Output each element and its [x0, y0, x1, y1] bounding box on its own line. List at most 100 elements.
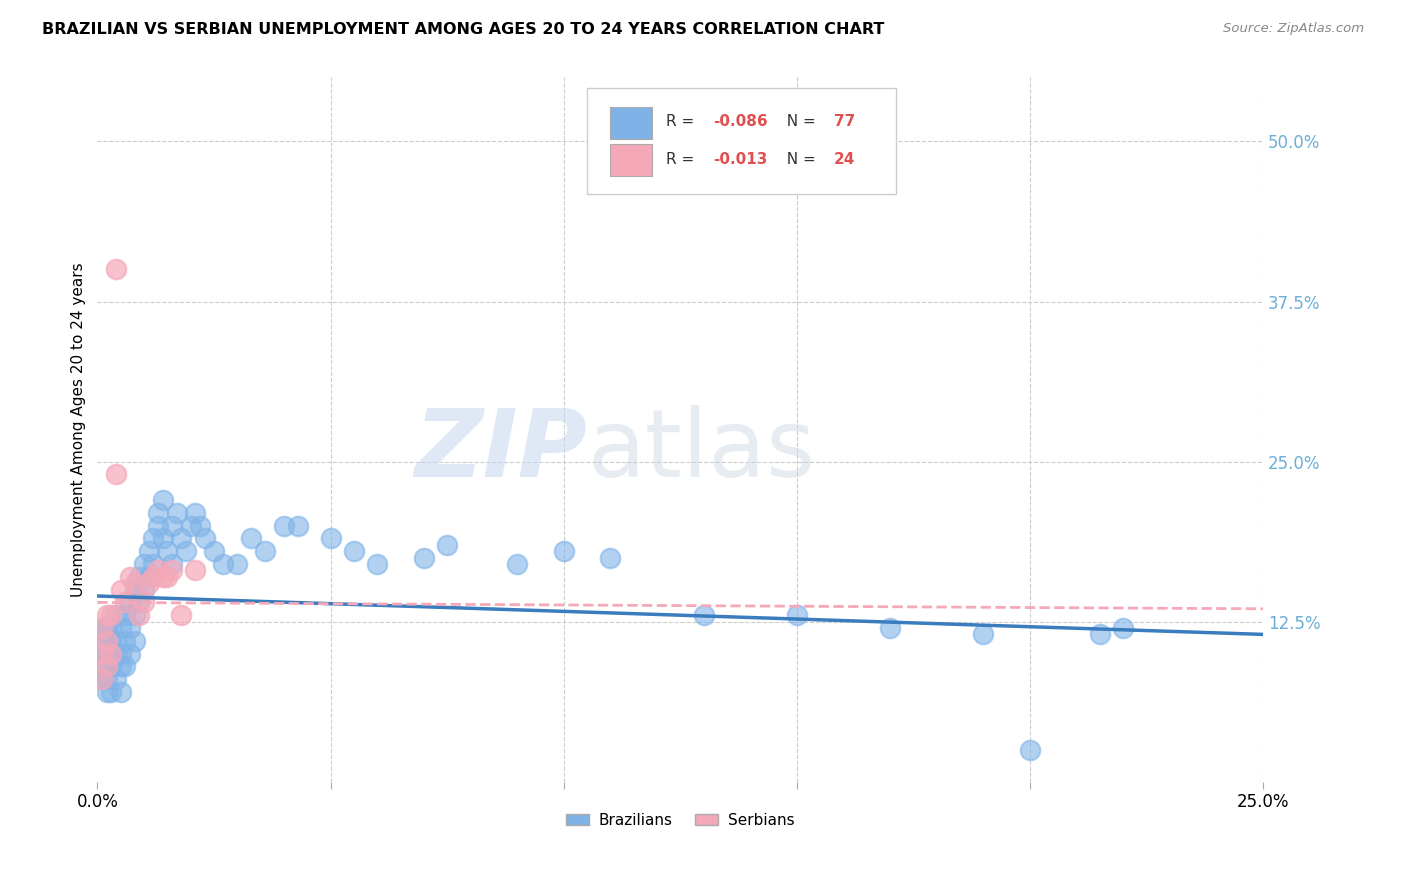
Point	[152, 493, 174, 508]
Point	[105, 467, 128, 482]
Point	[128, 570, 150, 584]
Point	[96, 621, 118, 635]
Text: atlas: atlas	[588, 405, 815, 497]
Point	[105, 608, 128, 623]
Point	[156, 570, 179, 584]
Text: Source: ZipAtlas.com: Source: ZipAtlas.com	[1223, 22, 1364, 36]
FancyBboxPatch shape	[610, 107, 652, 139]
Point	[188, 518, 211, 533]
Point	[91, 647, 114, 661]
Point	[100, 633, 122, 648]
Point	[152, 570, 174, 584]
Text: R =: R =	[666, 114, 699, 129]
Point	[412, 550, 434, 565]
Text: ZIP: ZIP	[415, 405, 588, 497]
Point	[160, 557, 183, 571]
Text: -0.013: -0.013	[713, 153, 768, 168]
Point	[138, 576, 160, 591]
Point	[152, 532, 174, 546]
Point	[366, 557, 388, 571]
Point	[91, 633, 114, 648]
Point	[174, 544, 197, 558]
Point	[1088, 627, 1111, 641]
Point	[96, 659, 118, 673]
Point	[132, 595, 155, 609]
Point	[226, 557, 249, 571]
Point	[91, 647, 114, 661]
Point	[105, 262, 128, 277]
Text: N =: N =	[778, 153, 821, 168]
Point	[91, 621, 114, 635]
Point	[100, 621, 122, 635]
Point	[1112, 621, 1135, 635]
Point	[118, 595, 141, 609]
Point	[879, 621, 901, 635]
Point	[124, 633, 146, 648]
Point	[194, 532, 217, 546]
Point	[118, 647, 141, 661]
Point	[132, 557, 155, 571]
Point	[96, 633, 118, 648]
Point	[170, 608, 193, 623]
Point	[160, 518, 183, 533]
Legend: Brazilians, Serbians: Brazilians, Serbians	[561, 806, 800, 834]
Point	[128, 608, 150, 623]
Point	[118, 621, 141, 635]
Point	[124, 576, 146, 591]
Point	[96, 608, 118, 623]
Y-axis label: Unemployment Among Ages 20 to 24 years: Unemployment Among Ages 20 to 24 years	[72, 262, 86, 597]
Point	[91, 672, 114, 686]
FancyBboxPatch shape	[588, 88, 896, 194]
Point	[146, 518, 169, 533]
FancyBboxPatch shape	[610, 145, 652, 176]
Point	[160, 563, 183, 577]
Point	[273, 518, 295, 533]
Point	[240, 532, 263, 546]
Point	[91, 659, 114, 673]
Text: 24: 24	[834, 153, 856, 168]
Point	[124, 582, 146, 597]
Point	[1019, 742, 1042, 756]
Point	[786, 608, 808, 623]
Point	[506, 557, 529, 571]
Point	[156, 544, 179, 558]
Point	[553, 544, 575, 558]
Point	[146, 506, 169, 520]
Point	[100, 685, 122, 699]
Point	[343, 544, 366, 558]
Point	[114, 659, 136, 673]
Text: 77: 77	[834, 114, 855, 129]
Point	[124, 608, 146, 623]
Point	[105, 633, 128, 648]
Point	[100, 608, 122, 623]
Point	[110, 647, 132, 661]
Point	[287, 518, 309, 533]
Point	[128, 595, 150, 609]
Point	[100, 647, 122, 661]
Point	[138, 570, 160, 584]
Point	[114, 595, 136, 609]
Point	[692, 608, 714, 623]
Point	[110, 659, 132, 673]
Point	[138, 544, 160, 558]
Point	[110, 582, 132, 597]
Point	[114, 608, 136, 623]
Point	[436, 538, 458, 552]
Point	[599, 550, 621, 565]
Point	[184, 506, 207, 520]
Point	[180, 518, 202, 533]
Point	[212, 557, 235, 571]
Point	[184, 563, 207, 577]
Point	[96, 659, 118, 673]
Point	[170, 532, 193, 546]
Point	[105, 647, 128, 661]
Point	[100, 659, 122, 673]
Point	[166, 506, 188, 520]
Point	[96, 647, 118, 661]
Point	[254, 544, 277, 558]
Point	[146, 563, 169, 577]
Point	[91, 621, 114, 635]
Text: -0.086: -0.086	[713, 114, 768, 129]
Point	[202, 544, 225, 558]
Point	[110, 621, 132, 635]
